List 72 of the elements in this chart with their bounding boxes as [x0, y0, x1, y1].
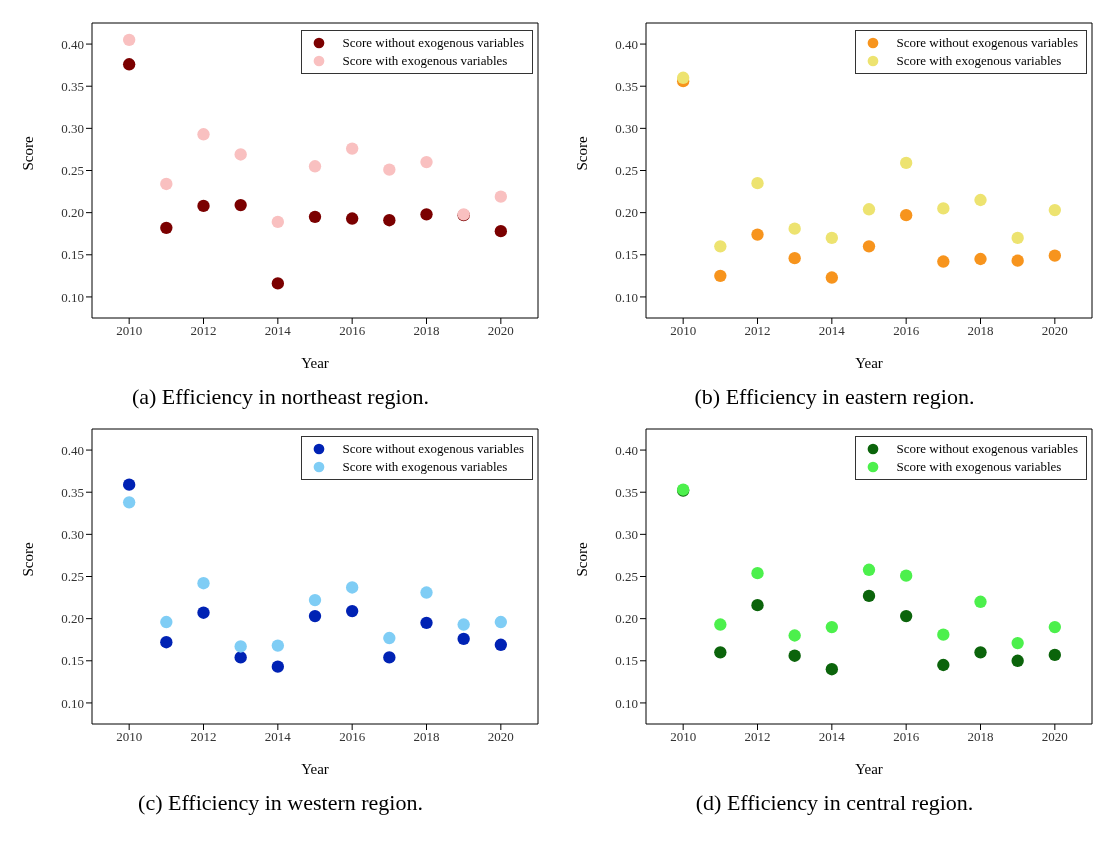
y-tick-label: 0.15 [615, 247, 638, 263]
y-tick-label: 0.15 [615, 653, 638, 669]
y-axis-title: Score [574, 542, 591, 577]
x-tick-label: 2014 [264, 729, 292, 745]
y-tick-label: 0.30 [615, 120, 638, 136]
y-tick-label: 0.15 [61, 653, 84, 669]
x-tick-label: 2020 [487, 729, 514, 745]
y-axis-title: Score [20, 542, 37, 577]
y-tick-label: 0.30 [61, 120, 84, 136]
y-tick-label: 0.10 [615, 289, 638, 305]
x-tick-label: 2018 [967, 323, 994, 339]
x-tick-label: 2010 [670, 729, 697, 745]
x-axis-title: Year [301, 761, 329, 777]
legend-label: Score with exogenous variables [342, 52, 508, 70]
x-tick-label: 2012 [744, 323, 771, 339]
x-tick-label: 2010 [116, 729, 143, 745]
y-axis-title: Score [574, 136, 591, 171]
x-tick-label: 2020 [1041, 323, 1068, 339]
x-tick-label: 2010 [670, 323, 697, 339]
y-tick-label: 0.20 [61, 205, 84, 221]
x-tick-label: 2010 [116, 323, 143, 339]
x-tick-label: 2012 [190, 729, 217, 745]
x-axis-title: Year [855, 761, 883, 777]
legend-label: Score with exogenous variables [342, 458, 508, 476]
legend-label: Score with exogenous variables [896, 458, 1062, 476]
y-tick-label: 0.20 [615, 205, 638, 221]
text: (b) Efficiency in eastern region. [693, 384, 976, 410]
y-tick-label: 0.15 [61, 247, 84, 263]
x-tick-label: 2016 [339, 323, 366, 339]
y-tick-label: 0.40 [615, 36, 638, 52]
x-tick-label: 2018 [413, 323, 440, 339]
x-tick-label: 2016 [893, 323, 920, 339]
x-tick-label: 2016 [339, 729, 366, 745]
y-tick-label: 0.25 [61, 163, 84, 179]
x-tick-label: 2012 [190, 323, 217, 339]
y-tick-label: 0.20 [61, 611, 84, 627]
y-tick-label: 0.40 [61, 36, 84, 52]
y-tick-label: 0.40 [61, 442, 84, 458]
y-tick-label: 0.10 [61, 695, 84, 711]
x-tick-label: 2012 [744, 729, 771, 745]
legend-label: Score without exogenous variables [342, 440, 524, 458]
y-tick-label: 0.10 [615, 695, 638, 711]
y-tick-label: 0.25 [615, 569, 638, 585]
text: (a) Efficiency in northeast region. [130, 384, 431, 410]
x-tick-label: 2014 [818, 729, 846, 745]
y-tick-label: 0.35 [615, 484, 638, 500]
y-tick-label: 0.25 [61, 569, 84, 585]
text: (d) Efficiency in central region. [694, 790, 975, 816]
legend-label: Score without exogenous variables [342, 34, 524, 52]
x-tick-label: 2018 [967, 729, 994, 745]
legend-label: Score without exogenous variables [896, 34, 1078, 52]
y-tick-label: 0.35 [615, 78, 638, 94]
x-tick-label: 2018 [413, 729, 440, 745]
legend-label: Score without exogenous variables [896, 440, 1078, 458]
y-tick-label: 0.30 [615, 526, 638, 542]
y-tick-label: 0.35 [61, 78, 84, 94]
y-axis-title: Score [20, 136, 37, 171]
y-tick-label: 0.40 [615, 442, 638, 458]
x-tick-label: 2016 [893, 729, 920, 745]
text: (c) Efficiency in western region. [137, 790, 424, 816]
x-axis-title: Year [855, 355, 883, 371]
y-tick-label: 0.35 [61, 484, 84, 500]
x-tick-label: 2014 [264, 323, 292, 339]
x-tick-label: 2020 [1041, 729, 1068, 745]
x-tick-label: 2020 [487, 323, 514, 339]
y-tick-label: 0.30 [61, 526, 84, 542]
y-tick-label: 0.25 [615, 163, 638, 179]
y-tick-label: 0.20 [615, 611, 638, 627]
x-axis-title: Year [301, 355, 329, 371]
x-tick-label: 2014 [818, 323, 846, 339]
legend-label: Score with exogenous variables [896, 52, 1062, 70]
y-tick-label: 0.10 [61, 289, 84, 305]
